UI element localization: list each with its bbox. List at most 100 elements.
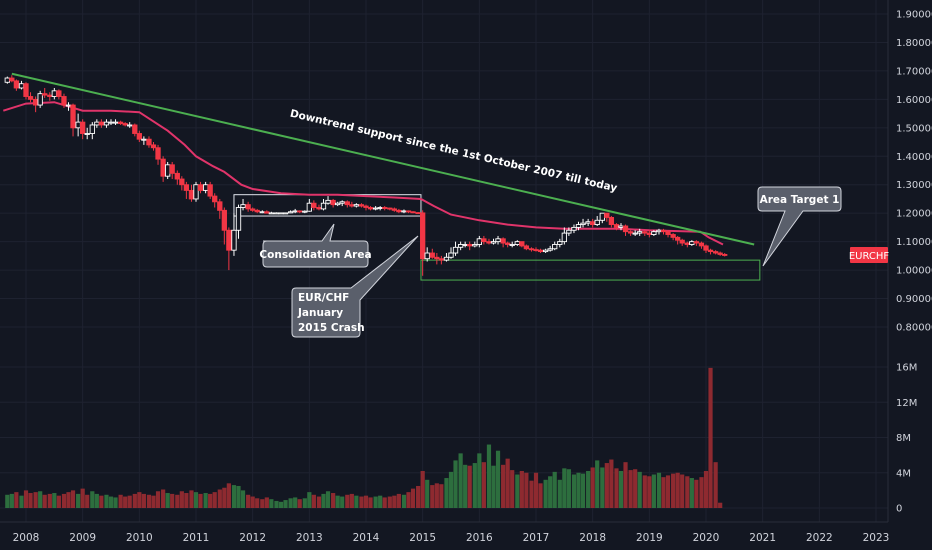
candle-body	[646, 232, 652, 235]
candle	[127, 122, 133, 128]
candle-body	[387, 207, 393, 210]
volume-bar	[420, 470, 425, 508]
candle	[698, 241, 705, 249]
candle	[141, 136, 147, 145]
candle	[179, 176, 185, 191]
candle-body	[27, 96, 34, 100]
volume-bar	[175, 494, 180, 508]
volume-bar	[477, 453, 482, 508]
volume-bar	[269, 499, 274, 508]
candle	[98, 119, 105, 128]
time-tick-label: 2022	[806, 532, 833, 544]
candle-body	[117, 121, 124, 125]
candle	[27, 92, 34, 103]
volume-bar	[38, 491, 43, 508]
crash-label-line-2: January	[297, 307, 343, 319]
volume-bar	[170, 493, 175, 508]
candle-body	[542, 249, 549, 253]
crash-callout-bubble	[291, 235, 419, 338]
candle-body	[226, 229, 232, 251]
candle	[472, 241, 478, 248]
price-tick-label: 1.50000	[896, 123, 932, 134]
candle	[420, 210, 426, 276]
volume-tick-label: 0	[896, 504, 902, 515]
target-callout[interactable]: Area Target 1	[757, 186, 842, 267]
crash-callout[interactable]: EUR/CHF January 2015 Crash	[291, 235, 419, 338]
candle-body	[344, 201, 350, 206]
volume-bar	[519, 470, 524, 508]
volume-bar	[76, 493, 81, 508]
volume-bar	[505, 458, 510, 508]
volume-bar	[297, 499, 302, 508]
candles	[4, 75, 728, 276]
candle-body	[599, 212, 605, 221]
volume-bar	[193, 492, 199, 508]
consolidation-callout[interactable]: Consolidation Area	[259, 223, 372, 268]
volume-bar	[495, 450, 501, 508]
candle	[410, 211, 416, 214]
candle-body	[452, 246, 459, 254]
volume-bar	[222, 487, 227, 508]
candle	[13, 79, 20, 91]
candle	[557, 238, 563, 248]
candle-body	[287, 211, 294, 214]
candle-body	[594, 219, 600, 226]
volume-bar	[680, 474, 685, 508]
volume-bar	[586, 470, 591, 508]
volume-bar	[198, 493, 203, 508]
candle-body	[604, 212, 610, 218]
volume-bar	[70, 490, 76, 508]
candle	[217, 198, 223, 219]
candle-body	[212, 195, 218, 203]
candle-body	[382, 207, 388, 209]
candle	[231, 213, 237, 256]
candle	[42, 87, 48, 98]
volume-bar	[472, 463, 477, 508]
candle	[193, 181, 199, 202]
volume-bar	[85, 494, 90, 508]
candle	[155, 144, 161, 165]
candle-body	[94, 121, 100, 126]
volume-bar	[80, 488, 85, 508]
candle-body	[622, 225, 629, 233]
candle	[358, 203, 365, 208]
candle-body	[712, 251, 719, 254]
volume-bar	[359, 496, 364, 508]
candle-body	[122, 123, 128, 126]
candle-body	[707, 249, 714, 253]
candle	[452, 241, 459, 256]
candle-body	[552, 244, 558, 250]
volume-bar	[311, 494, 316, 508]
candle-body	[103, 121, 110, 126]
candle-body	[278, 212, 284, 215]
volume-bar	[718, 502, 723, 508]
volume-bar	[614, 468, 619, 508]
symbol-badge-bg	[850, 247, 888, 263]
candle	[339, 200, 345, 207]
candle	[391, 207, 397, 212]
trendline-group	[11, 72, 755, 246]
time-tick-label: 2017	[523, 532, 550, 544]
time-tick-label: 2010	[126, 532, 153, 544]
candle	[495, 235, 501, 245]
volume-bar	[689, 478, 694, 508]
volume-bar	[699, 477, 704, 508]
volume-bar	[61, 493, 67, 508]
candle	[481, 235, 487, 245]
candle-body	[434, 256, 440, 260]
volume-bar	[203, 493, 208, 508]
candle-body	[112, 121, 119, 124]
volume-bar	[250, 496, 255, 508]
volume-bar	[444, 478, 449, 508]
candle	[367, 206, 374, 211]
candle-body	[4, 77, 10, 83]
volume-bar	[345, 494, 350, 508]
volume-bar	[425, 479, 430, 508]
candle-body	[722, 253, 728, 256]
volume-bar	[651, 474, 656, 508]
volume-bar	[533, 472, 539, 508]
candle	[282, 212, 289, 215]
candle-body	[642, 231, 648, 234]
candle	[174, 170, 180, 185]
